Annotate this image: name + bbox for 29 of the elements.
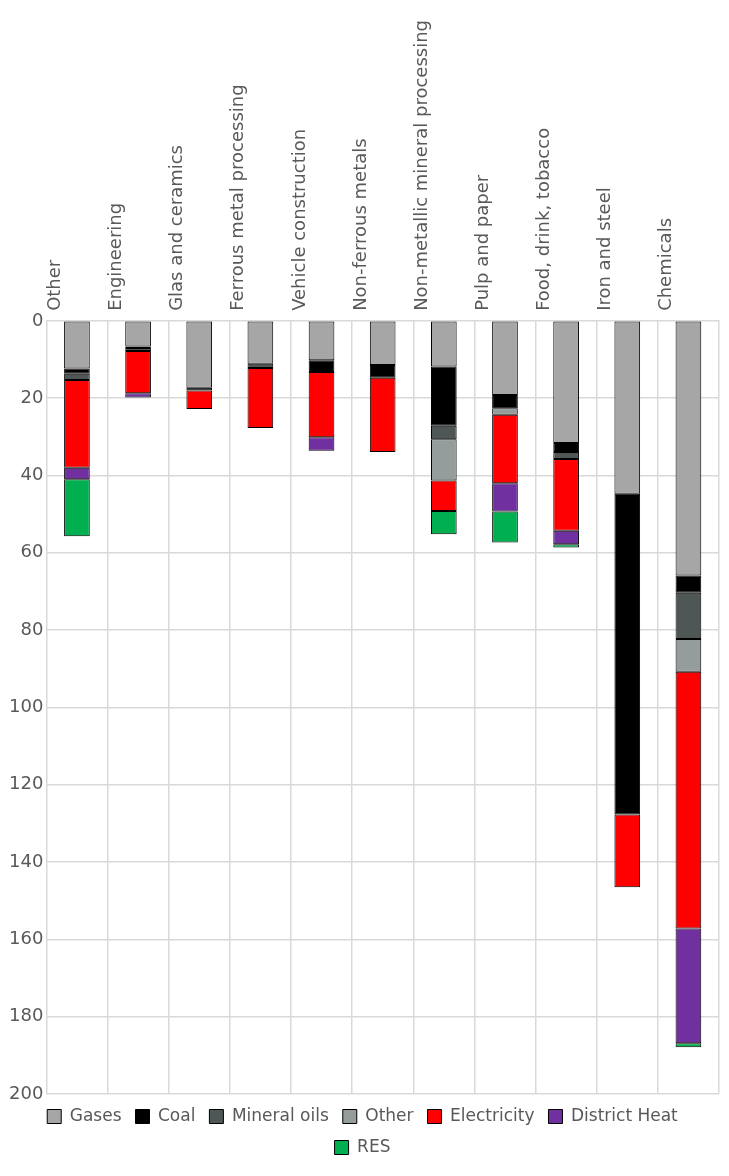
legend-label: RES [357, 1135, 391, 1156]
y-tick-label: 0 [31, 308, 44, 330]
y-tick-label: 180 [9, 1004, 44, 1026]
x-tick-label: Engineering [104, 202, 126, 311]
x-tick-label: Non-ferrous metals [348, 138, 370, 311]
y-tick-label: 160 [9, 927, 44, 949]
y-tick-label: 140 [9, 849, 44, 871]
y-tick-label: 80 [20, 617, 44, 639]
x-tick-label: Vehicle construction [287, 128, 309, 311]
legend-label: Electricity [450, 1104, 535, 1125]
x-tick-label: Pulp and paper [471, 174, 493, 311]
x-tick-label: Iron and steel [593, 187, 615, 311]
x-tick-label: Chemicals [654, 217, 676, 311]
y-tick-label: 100 [9, 695, 44, 717]
x-tick-label: Glas and ceramics [165, 144, 187, 311]
y-tick-label: 20 [20, 385, 44, 407]
x-tick-label: Other [43, 259, 64, 311]
legend-label: District Heat [570, 1104, 679, 1125]
legend-label: Other [365, 1104, 414, 1125]
y-tick-label: 40 [20, 463, 44, 485]
y-tick-label: 60 [20, 540, 44, 562]
x-tick-label: Non-metallic mineral processing [409, 20, 431, 311]
x-tick-label: Ferrous metal processing [226, 84, 248, 311]
legend-label: Mineral oils [231, 1104, 329, 1125]
y-tick-label: 120 [9, 772, 44, 794]
legend-label: Coal [157, 1104, 196, 1125]
x-tick-label: Food, drink, tobacco [532, 127, 554, 311]
y-tick-label: 200 [9, 1081, 44, 1103]
legend-label: Gases [69, 1104, 122, 1125]
